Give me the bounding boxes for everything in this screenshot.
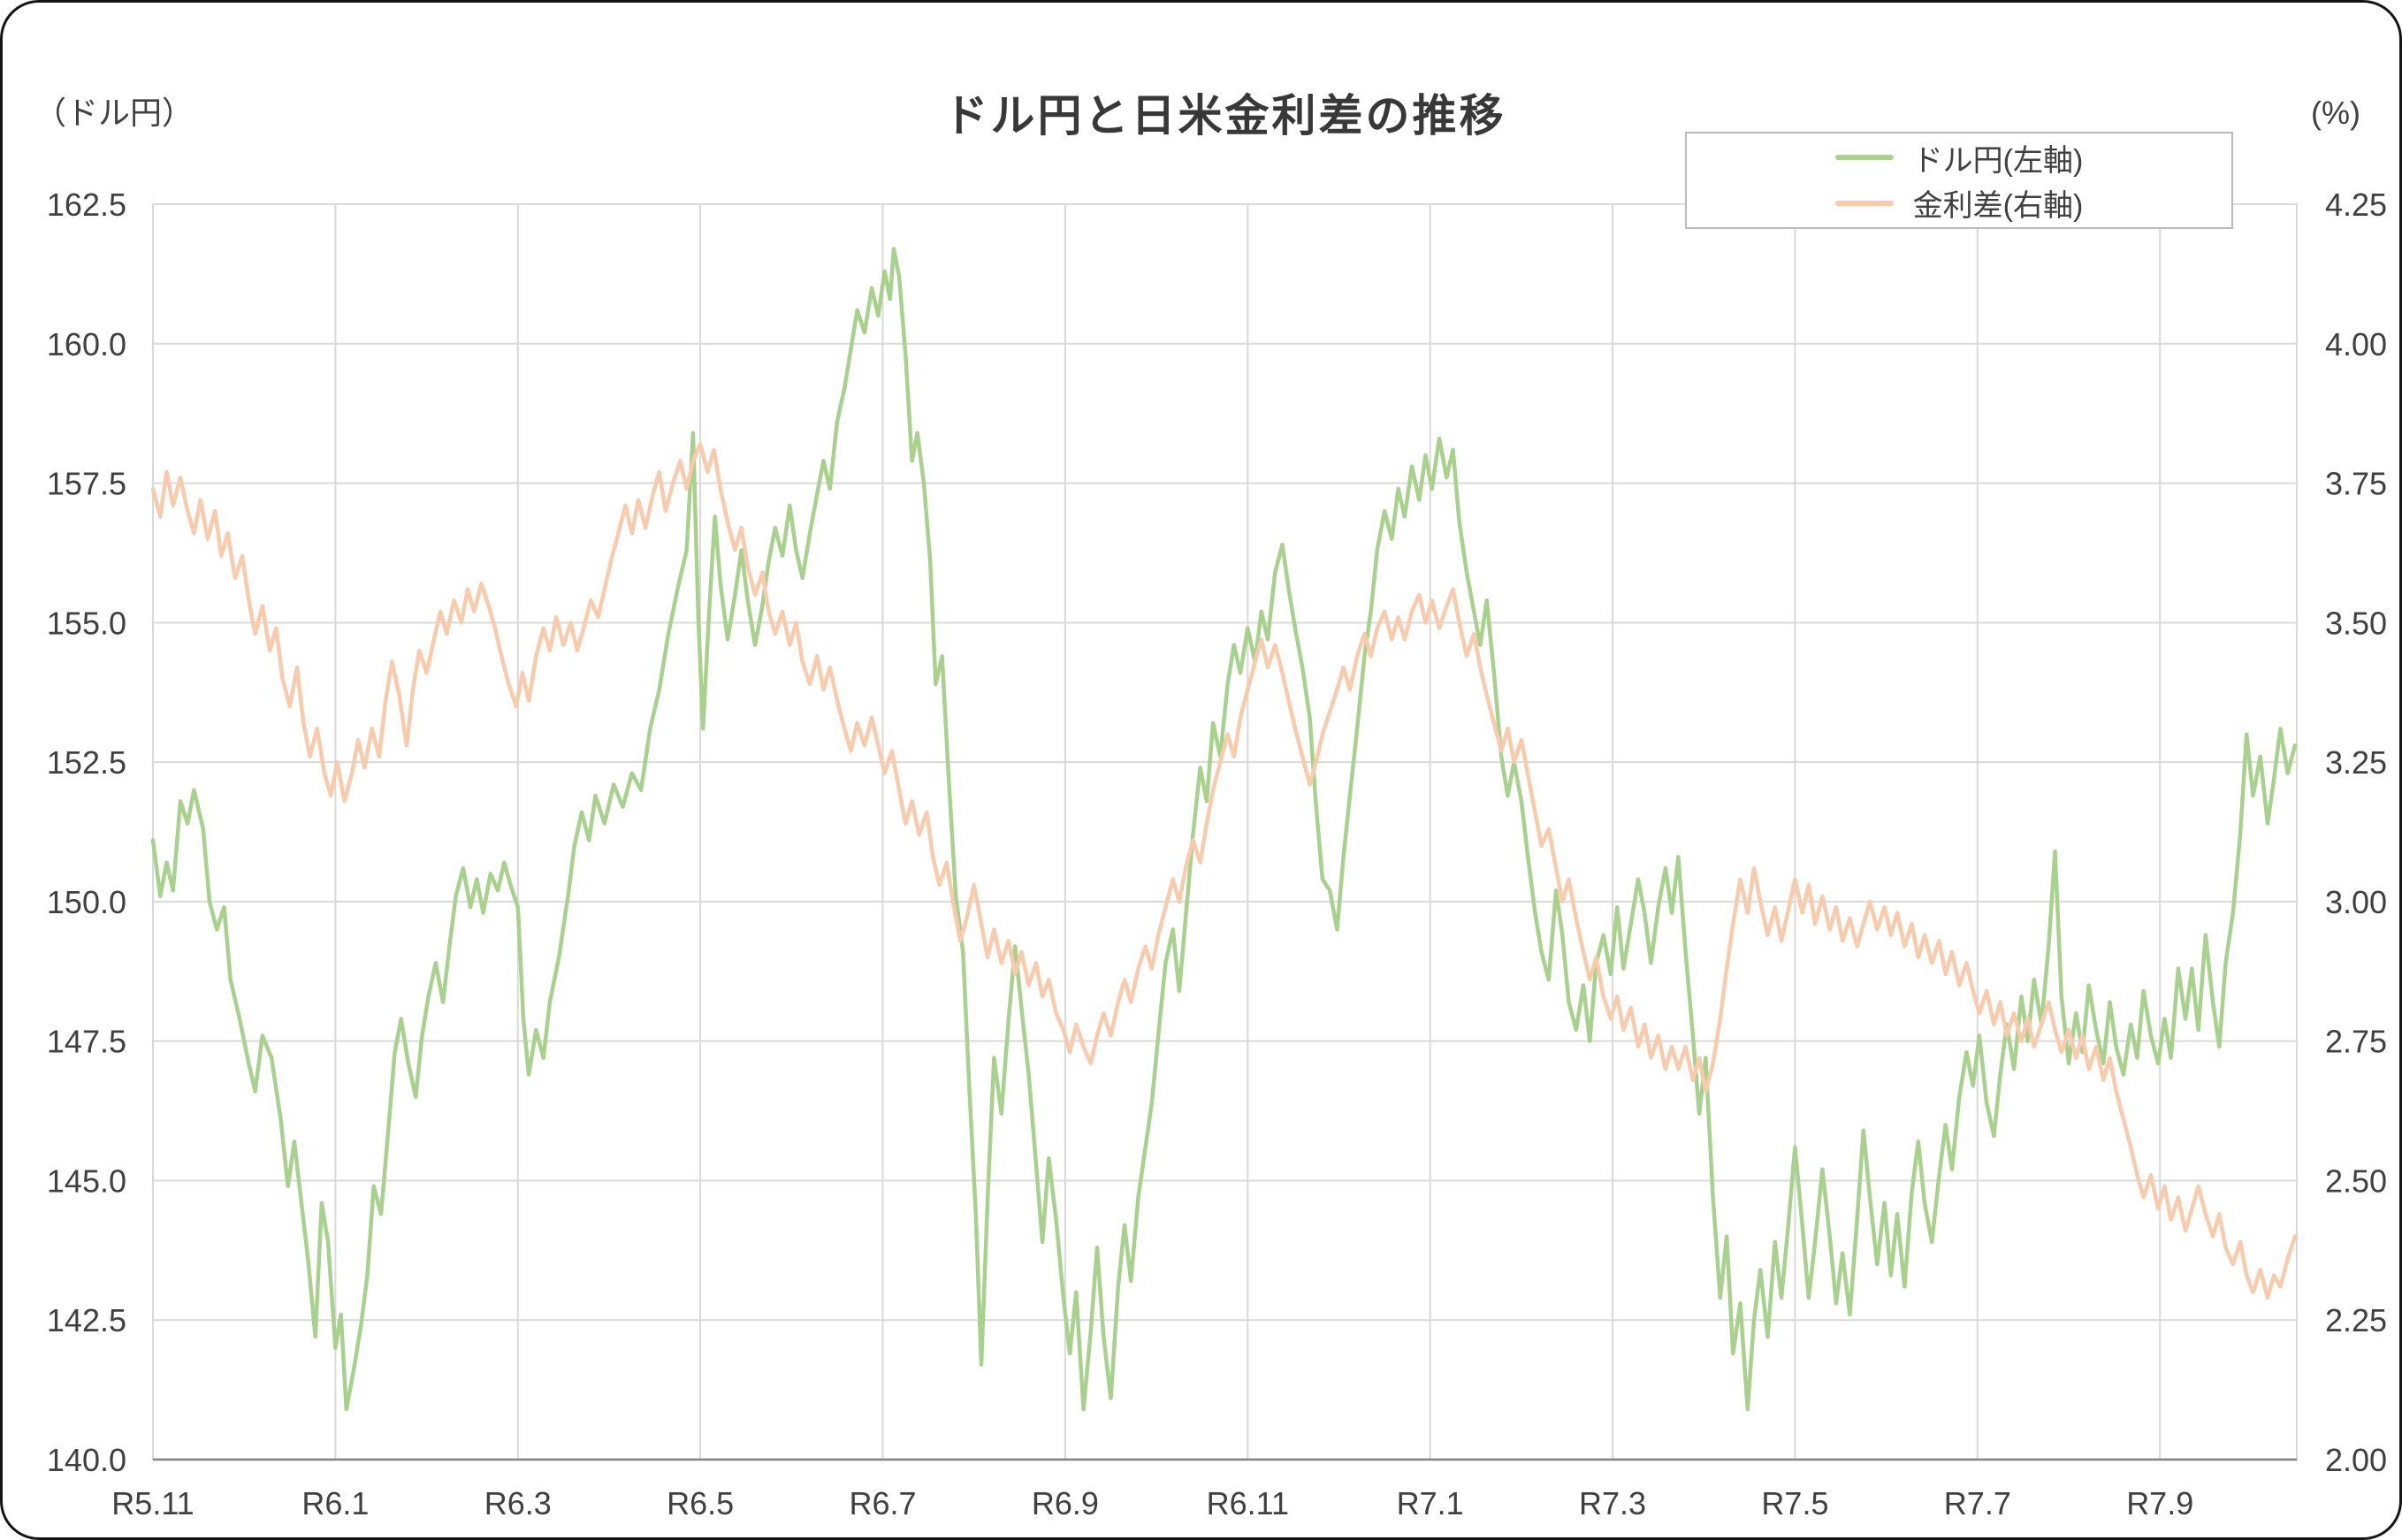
usdjpy-line-swatch [1834,155,1894,161]
chart-title: ドル円と日米金利差の推移 [943,91,1506,141]
x-tick-label: R6.7 [850,1485,917,1521]
y-right-tick-label: 3.75 [2325,466,2387,502]
legend: ドル円(左軸) 金利差(右軸) [1685,132,2233,229]
x-tick-label: R7.1 [1397,1485,1464,1521]
y-right-tick-label: 4.00 [2325,326,2387,362]
y-right-tick-label: 2.25 [2325,1302,2387,1338]
spread-line-swatch [1834,200,1894,206]
legend-label-spread: 金利差(右軸) [1912,189,2084,224]
y-left-tick-label: 142.5 [47,1302,126,1338]
x-tick-label: R7.3 [1579,1485,1646,1521]
legend-label-usdjpy: ドル円(左軸) [1912,143,2084,178]
series-line-usdjpy [150,247,2298,1412]
plot-border [152,203,2298,1460]
series-line-spread [150,442,2298,1300]
y-left-tick-label: 140.0 [47,1442,126,1478]
x-tick-label: R7.5 [1761,1485,1828,1521]
y-right-tick-label: 3.00 [2325,884,2387,920]
right-axis-unit-label: (%) [2311,95,2360,131]
y-left-tick-label: 157.5 [47,466,126,502]
y-right-tick-label: 3.50 [2325,605,2387,641]
y-left-tick-label: 162.5 [47,187,126,223]
left-axis-unit-label: （ドル円） [34,95,194,131]
legend-item-usdjpy: ドル円(左軸) [1687,136,2231,179]
x-tick-label: R7.7 [1944,1485,2011,1521]
y-left-tick-label: 150.0 [47,884,126,920]
y-left-tick-label: 155.0 [47,605,126,641]
y-right-tick-label: 2.00 [2325,1442,2387,1478]
x-tick-label: R6.1 [301,1485,369,1521]
y-right-tick-label: 2.50 [2325,1163,2387,1199]
x-tick-label: R7.9 [2126,1485,2193,1521]
x-tick-label: R6.9 [1032,1485,1099,1521]
x-tick-label: R6.11 [1207,1485,1289,1521]
y-left-tick-label: 160.0 [47,326,126,362]
y-left-tick-label: 152.5 [47,744,126,781]
y-right-tick-label: 2.75 [2325,1024,2387,1060]
y-left-tick-label: 145.0 [47,1163,126,1199]
legend-item-spread: 金利差(右軸) [1687,181,2231,225]
plot-area: 162.5 160.0 157.5 155.0 152.5 150.0 147.5 145.0… [47,187,2387,1521]
y-right-tick-label: 3.25 [2325,744,2387,781]
x-tick-label: R5.11 [111,1485,194,1521]
y-left-tick-label: 147.5 [47,1024,126,1060]
y-right-tick-label: 4.25 [2325,187,2387,223]
x-tick-label: R6.3 [484,1485,552,1521]
x-tick-label: R6.5 [667,1485,734,1521]
